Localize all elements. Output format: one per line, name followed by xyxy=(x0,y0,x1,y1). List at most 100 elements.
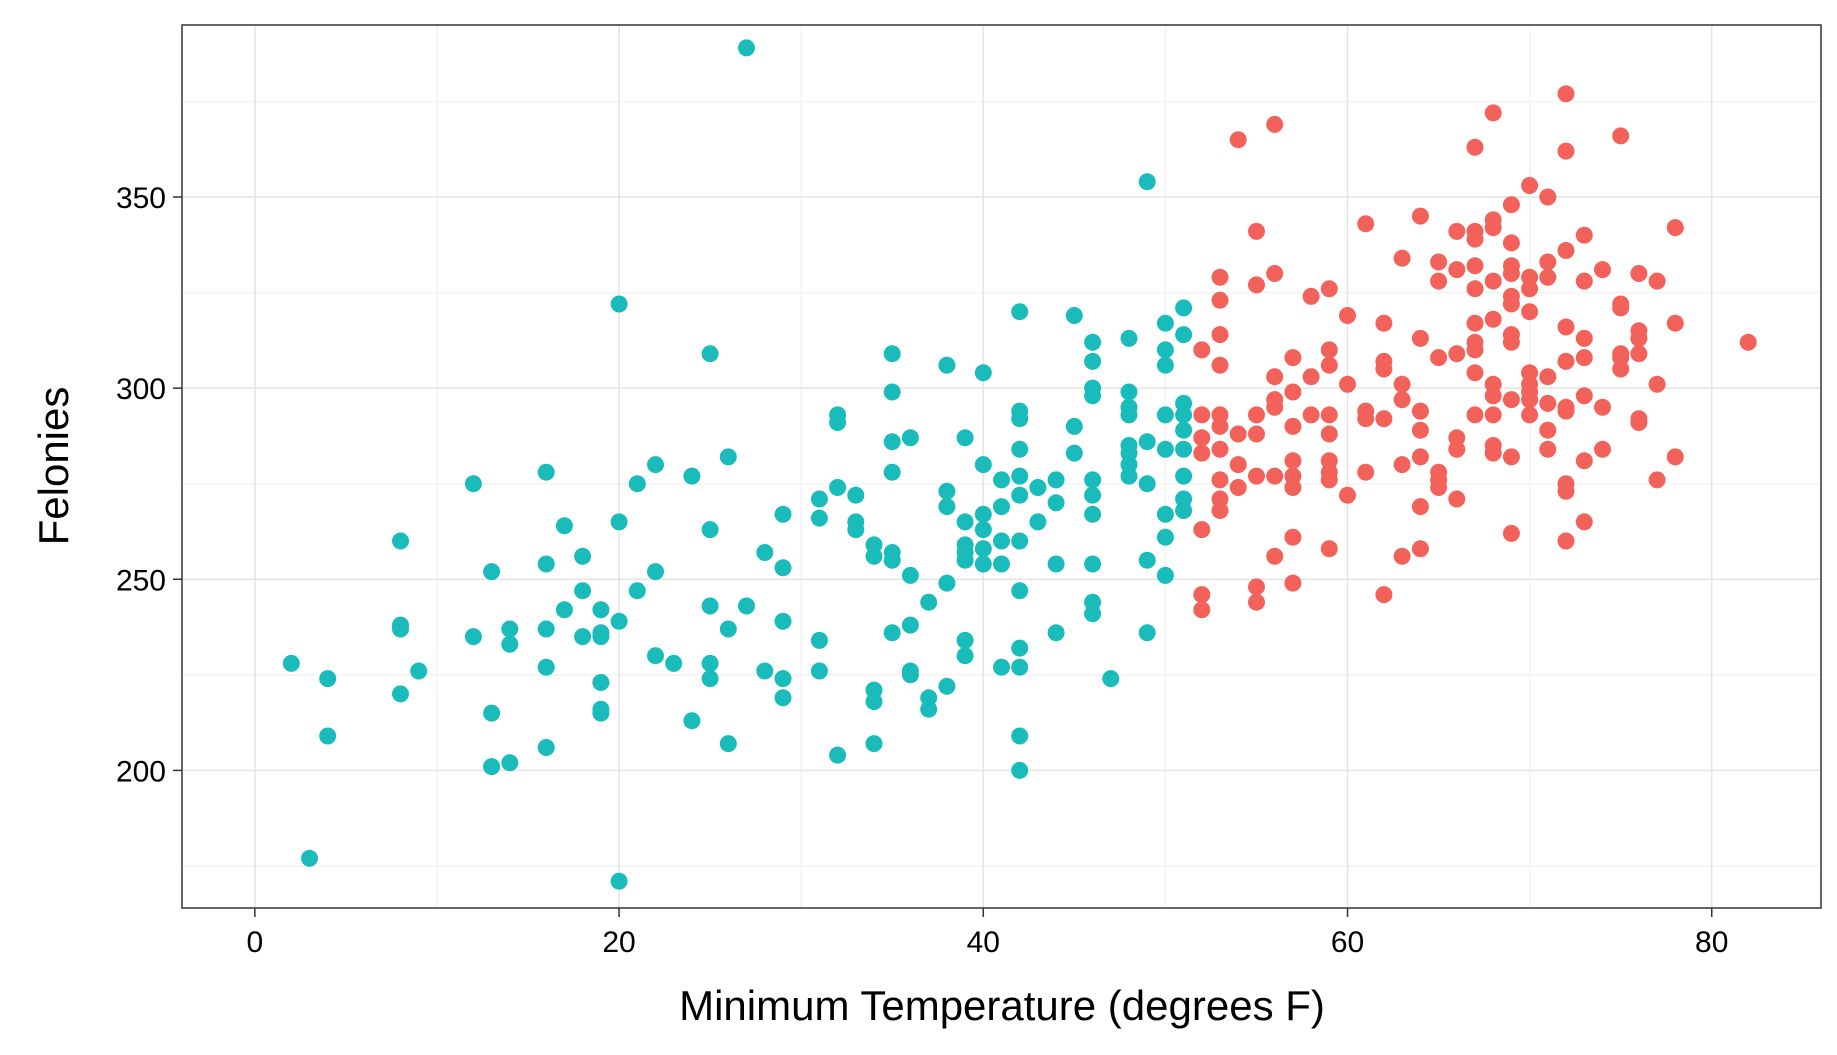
scatter-point xyxy=(683,467,701,485)
scatter-point xyxy=(1575,272,1593,290)
scatter-point xyxy=(1266,547,1284,565)
scatter-point xyxy=(1539,188,1557,206)
scatter-point xyxy=(1084,471,1102,489)
scatter-point xyxy=(865,693,883,711)
scatter-point xyxy=(1557,402,1575,420)
scatter-point xyxy=(410,662,428,680)
scatter-point xyxy=(1320,425,1338,443)
scatter-point xyxy=(1339,307,1356,324)
scatter-point xyxy=(1047,471,1065,489)
scatter-point xyxy=(1411,448,1429,466)
scatter-point xyxy=(738,39,755,57)
scatter-point xyxy=(1047,494,1065,512)
scatter-point xyxy=(592,704,610,722)
scatter-point xyxy=(1211,502,1229,519)
scatter-point xyxy=(1375,586,1393,604)
scatter-point xyxy=(1156,528,1174,546)
scatter-point xyxy=(774,505,792,523)
scatter-point xyxy=(1357,463,1375,481)
scatter-point xyxy=(1630,329,1648,347)
x-tick-label: 40 xyxy=(967,926,1000,959)
scatter-point xyxy=(1175,326,1193,344)
scatter-point xyxy=(1411,540,1429,558)
scatter-point xyxy=(1193,429,1211,447)
x-tick-label: 60 xyxy=(1331,926,1364,959)
scatter-point xyxy=(1320,406,1338,424)
scatter-point xyxy=(1211,326,1229,344)
scatter-point xyxy=(1575,349,1593,367)
scatter-point xyxy=(1466,257,1484,275)
scatter-point xyxy=(774,670,792,688)
scatter-point xyxy=(1266,115,1284,133)
scatter-point xyxy=(319,727,337,745)
scatter-point xyxy=(1229,479,1247,496)
scatter-point xyxy=(1084,555,1102,573)
scatter-point xyxy=(974,540,992,558)
y-tick-label: 200 xyxy=(116,755,166,788)
scatter-point xyxy=(1266,398,1284,416)
scatter-point xyxy=(1011,639,1029,657)
scatter-point xyxy=(901,429,919,447)
scatter-point xyxy=(1011,467,1029,485)
scatter-point xyxy=(701,345,719,363)
scatter-point xyxy=(464,628,482,646)
scatter-point xyxy=(1375,410,1393,428)
scatter-point xyxy=(1430,253,1448,271)
scatter-point xyxy=(1211,291,1229,309)
scatter-point xyxy=(956,631,974,649)
scatter-point xyxy=(974,521,992,539)
scatter-point xyxy=(920,700,938,718)
scatter-point xyxy=(1156,440,1174,458)
scatter-point xyxy=(1557,318,1575,336)
scatter-point xyxy=(1521,177,1539,194)
scatter-point xyxy=(865,547,883,565)
scatter-point xyxy=(1739,333,1757,351)
scatter-point xyxy=(993,471,1010,489)
scatter-point xyxy=(829,414,847,431)
scatter-point xyxy=(1156,356,1174,374)
scatter-point xyxy=(1630,345,1648,363)
scatter-point xyxy=(1666,314,1684,332)
scatter-point xyxy=(1120,383,1138,401)
x-tick-label: 80 xyxy=(1695,926,1728,959)
scatter-point xyxy=(301,849,318,867)
scatter-point xyxy=(1156,314,1174,332)
scatter-point xyxy=(1156,406,1174,424)
y-tick-label: 300 xyxy=(116,373,166,406)
scatter-point xyxy=(592,674,610,691)
scatter-point xyxy=(1120,406,1138,424)
scatter-point xyxy=(1175,502,1193,519)
scatter-point xyxy=(665,654,683,672)
scatter-point xyxy=(1666,219,1684,237)
scatter-point xyxy=(1175,406,1193,424)
scatter-point xyxy=(719,448,737,466)
scatter-point xyxy=(610,872,628,890)
axis-ticks xyxy=(173,196,1713,917)
scatter-point xyxy=(1502,265,1520,282)
scatter-point xyxy=(1521,406,1539,424)
scatter-point xyxy=(647,647,664,665)
scatter-point xyxy=(1138,551,1156,569)
scatter-point xyxy=(993,532,1010,550)
x-tick-label: 20 xyxy=(602,926,635,959)
scatter-point xyxy=(1557,85,1575,103)
scatter-point xyxy=(1466,314,1484,332)
scatter-point xyxy=(993,555,1010,573)
scatter-point xyxy=(810,509,828,527)
tick-labels: 0 20 40 60 80 200 250 300 350 xyxy=(116,182,1728,959)
scatter-point xyxy=(392,620,409,638)
scatter-point xyxy=(1248,467,1265,485)
plot-panel-border xyxy=(181,24,1822,909)
scatter-point xyxy=(1302,406,1320,424)
scatter-point xyxy=(282,654,300,672)
scatter-point xyxy=(1175,440,1193,458)
scatter-point xyxy=(1193,406,1211,424)
scatter-point xyxy=(1484,406,1502,424)
scatter-point xyxy=(1156,505,1174,523)
y-tick-label: 250 xyxy=(116,564,166,597)
scatter-point xyxy=(1393,547,1411,565)
scatter-point xyxy=(719,735,737,753)
